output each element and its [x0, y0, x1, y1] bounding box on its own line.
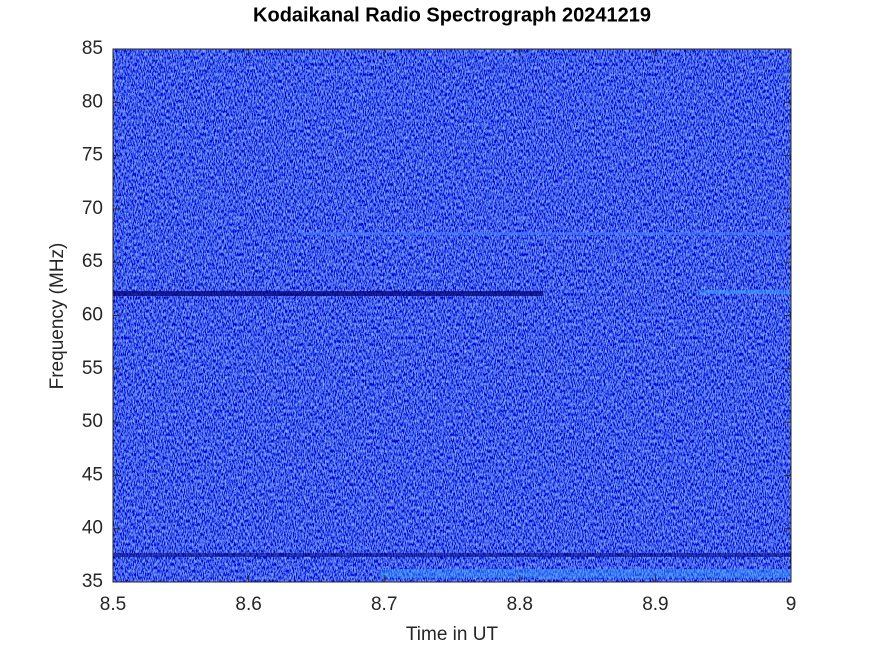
- x-tick-label: 8.6: [235, 594, 261, 615]
- y-tick-label: 50: [82, 411, 103, 432]
- y-tick-label: 80: [82, 91, 103, 112]
- x-tick-label: 8.9: [642, 594, 668, 615]
- y-tick-label: 55: [82, 358, 103, 379]
- y-tick-label: 45: [82, 464, 103, 485]
- bright-band: [700, 290, 791, 294]
- y-tick-label: 40: [82, 518, 103, 539]
- bright-band: [380, 569, 791, 578]
- y-tick-label: 85: [82, 38, 103, 59]
- y-tick-label: 65: [82, 251, 103, 272]
- spectrogram-image: [113, 49, 791, 582]
- dark-band: [113, 291, 543, 296]
- y-axis-label: Frequency (MHz): [47, 243, 68, 390]
- x-tick-label: 8.8: [507, 594, 533, 615]
- y-tick-label: 60: [82, 305, 103, 326]
- x-tick-label: 9: [786, 594, 797, 615]
- x-tick-label: 8.7: [371, 594, 397, 615]
- spectrogram-texture: [113, 49, 791, 582]
- bright-band: [300, 232, 791, 235]
- dark-band: [113, 553, 791, 557]
- y-tick-label: 35: [82, 571, 103, 592]
- chart-title: Kodaikanal Radio Spectrograph 20241219: [253, 4, 651, 26]
- y-tick-label: 75: [82, 145, 103, 166]
- x-axis-label: Time in UT: [406, 624, 499, 645]
- x-tick-label: 8.5: [100, 594, 126, 615]
- y-tick-label: 70: [82, 198, 103, 219]
